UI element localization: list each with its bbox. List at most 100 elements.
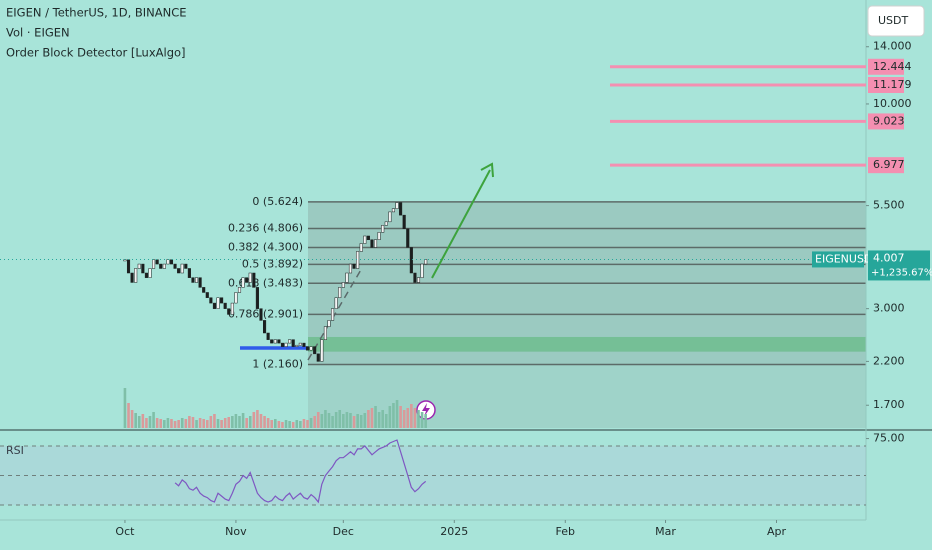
volume-bar: [338, 410, 342, 428]
volume-bar: [274, 419, 277, 428]
rsi-line: [174, 439, 427, 504]
volume-bar: [180, 418, 184, 428]
candle-body: [295, 344, 299, 347]
volume-bar: [137, 416, 141, 428]
target-tag-label: 6.977: [873, 158, 905, 171]
volume-bar: [291, 422, 295, 428]
volume-bar: [148, 416, 152, 428]
volume-bar: [159, 419, 163, 428]
candle-body: [280, 342, 285, 347]
volume-bar: [213, 414, 216, 428]
volume-bar: [270, 420, 274, 428]
candle-body: [391, 208, 395, 213]
candle-body: [137, 263, 141, 269]
candle-body: [313, 346, 317, 355]
candle-body: [416, 277, 421, 283]
candle-body: [309, 346, 313, 351]
volume-bar: [352, 416, 356, 428]
x-tick-label: Nov: [225, 525, 247, 538]
volume-bar: [345, 412, 349, 428]
volume-bar: [223, 418, 227, 428]
price-change-label: +1,235.67%: [871, 267, 932, 278]
volume-bar: [195, 420, 198, 428]
target-tag: [868, 113, 904, 130]
currency-button[interactable]: [867, 5, 925, 37]
price-tag: [868, 250, 930, 281]
candle-body: [270, 339, 274, 344]
volume-bar: [374, 406, 377, 428]
candle-body: [384, 221, 388, 226]
volume-bar: [252, 412, 256, 428]
candle-body: [363, 235, 367, 244]
y-tick-label: 10.000: [873, 97, 912, 110]
volume-bar: [177, 420, 180, 428]
volume-bar: [359, 415, 363, 428]
candle-body: [266, 332, 270, 340]
candle-body: [144, 272, 148, 278]
candle-body: [126, 259, 131, 274]
volume-bar: [216, 419, 220, 428]
volume-bar: [134, 413, 137, 428]
fib-zone-lower: [308, 364, 866, 428]
volume-bar: [288, 421, 291, 428]
volume-bar: [370, 408, 374, 428]
volume-bar: [277, 421, 281, 428]
y-tick-label: 2.200: [873, 354, 905, 367]
candle-body: [352, 263, 356, 269]
candle-body: [284, 342, 288, 347]
candle-body: [334, 297, 338, 309]
candle-body: [241, 277, 245, 288]
candle-body: [223, 302, 227, 309]
volume-bar: [395, 400, 399, 428]
volume-bar: [381, 410, 385, 428]
target-tag-label: 9.023: [873, 114, 905, 127]
target-tag-label: 11.179: [873, 78, 912, 91]
candle-body: [209, 297, 213, 304]
candle-body: [291, 339, 295, 347]
volume-bar: [220, 420, 223, 428]
volume-bar: [284, 420, 288, 428]
volume-bar: [170, 419, 173, 428]
candle-body: [205, 292, 209, 298]
volume-bar: [227, 417, 231, 428]
candle-body: [316, 353, 320, 362]
volume-bar: [356, 414, 359, 428]
candle-body: [366, 235, 370, 240]
candle-body: [338, 287, 342, 298]
price-tag-label: 4.007: [873, 251, 905, 264]
volume-bar: [155, 418, 159, 428]
candle-body: [159, 263, 163, 269]
candle-body: [345, 272, 349, 283]
volume-bar: [313, 416, 316, 428]
x-tick-label: Mar: [655, 525, 676, 538]
candle-body: [381, 224, 385, 233]
candle-body: [406, 228, 410, 248]
candle-body: [237, 287, 242, 293]
candle-body: [331, 308, 335, 321]
volume-bar: [324, 410, 327, 428]
volume-bar: [166, 418, 170, 428]
volume-bar: [420, 412, 424, 428]
currency-label[interactable]: USDT: [878, 14, 909, 27]
volume-bar: [241, 413, 245, 428]
volume-bar: [256, 410, 259, 428]
volume-bar: [320, 414, 324, 428]
target-tag: [868, 58, 904, 75]
volume-bar: [410, 404, 413, 428]
x-tick-label: 2025: [440, 525, 468, 538]
candle-body: [402, 214, 406, 230]
target-tag-label: 12.444: [873, 60, 912, 73]
volume-bar: [198, 418, 202, 428]
order-block: [308, 336, 866, 352]
event-bolt: [422, 403, 430, 417]
volume-bar: [130, 410, 134, 428]
candle-body: [323, 326, 327, 340]
candle-body: [302, 342, 306, 347]
volume-bar: [245, 418, 248, 428]
candle-body: [173, 263, 177, 269]
volume-bar: [299, 421, 302, 428]
candle-body: [320, 339, 324, 362]
volume-bar: [334, 412, 338, 428]
symbol-tag-label: EIGENUSDT: [815, 252, 879, 265]
